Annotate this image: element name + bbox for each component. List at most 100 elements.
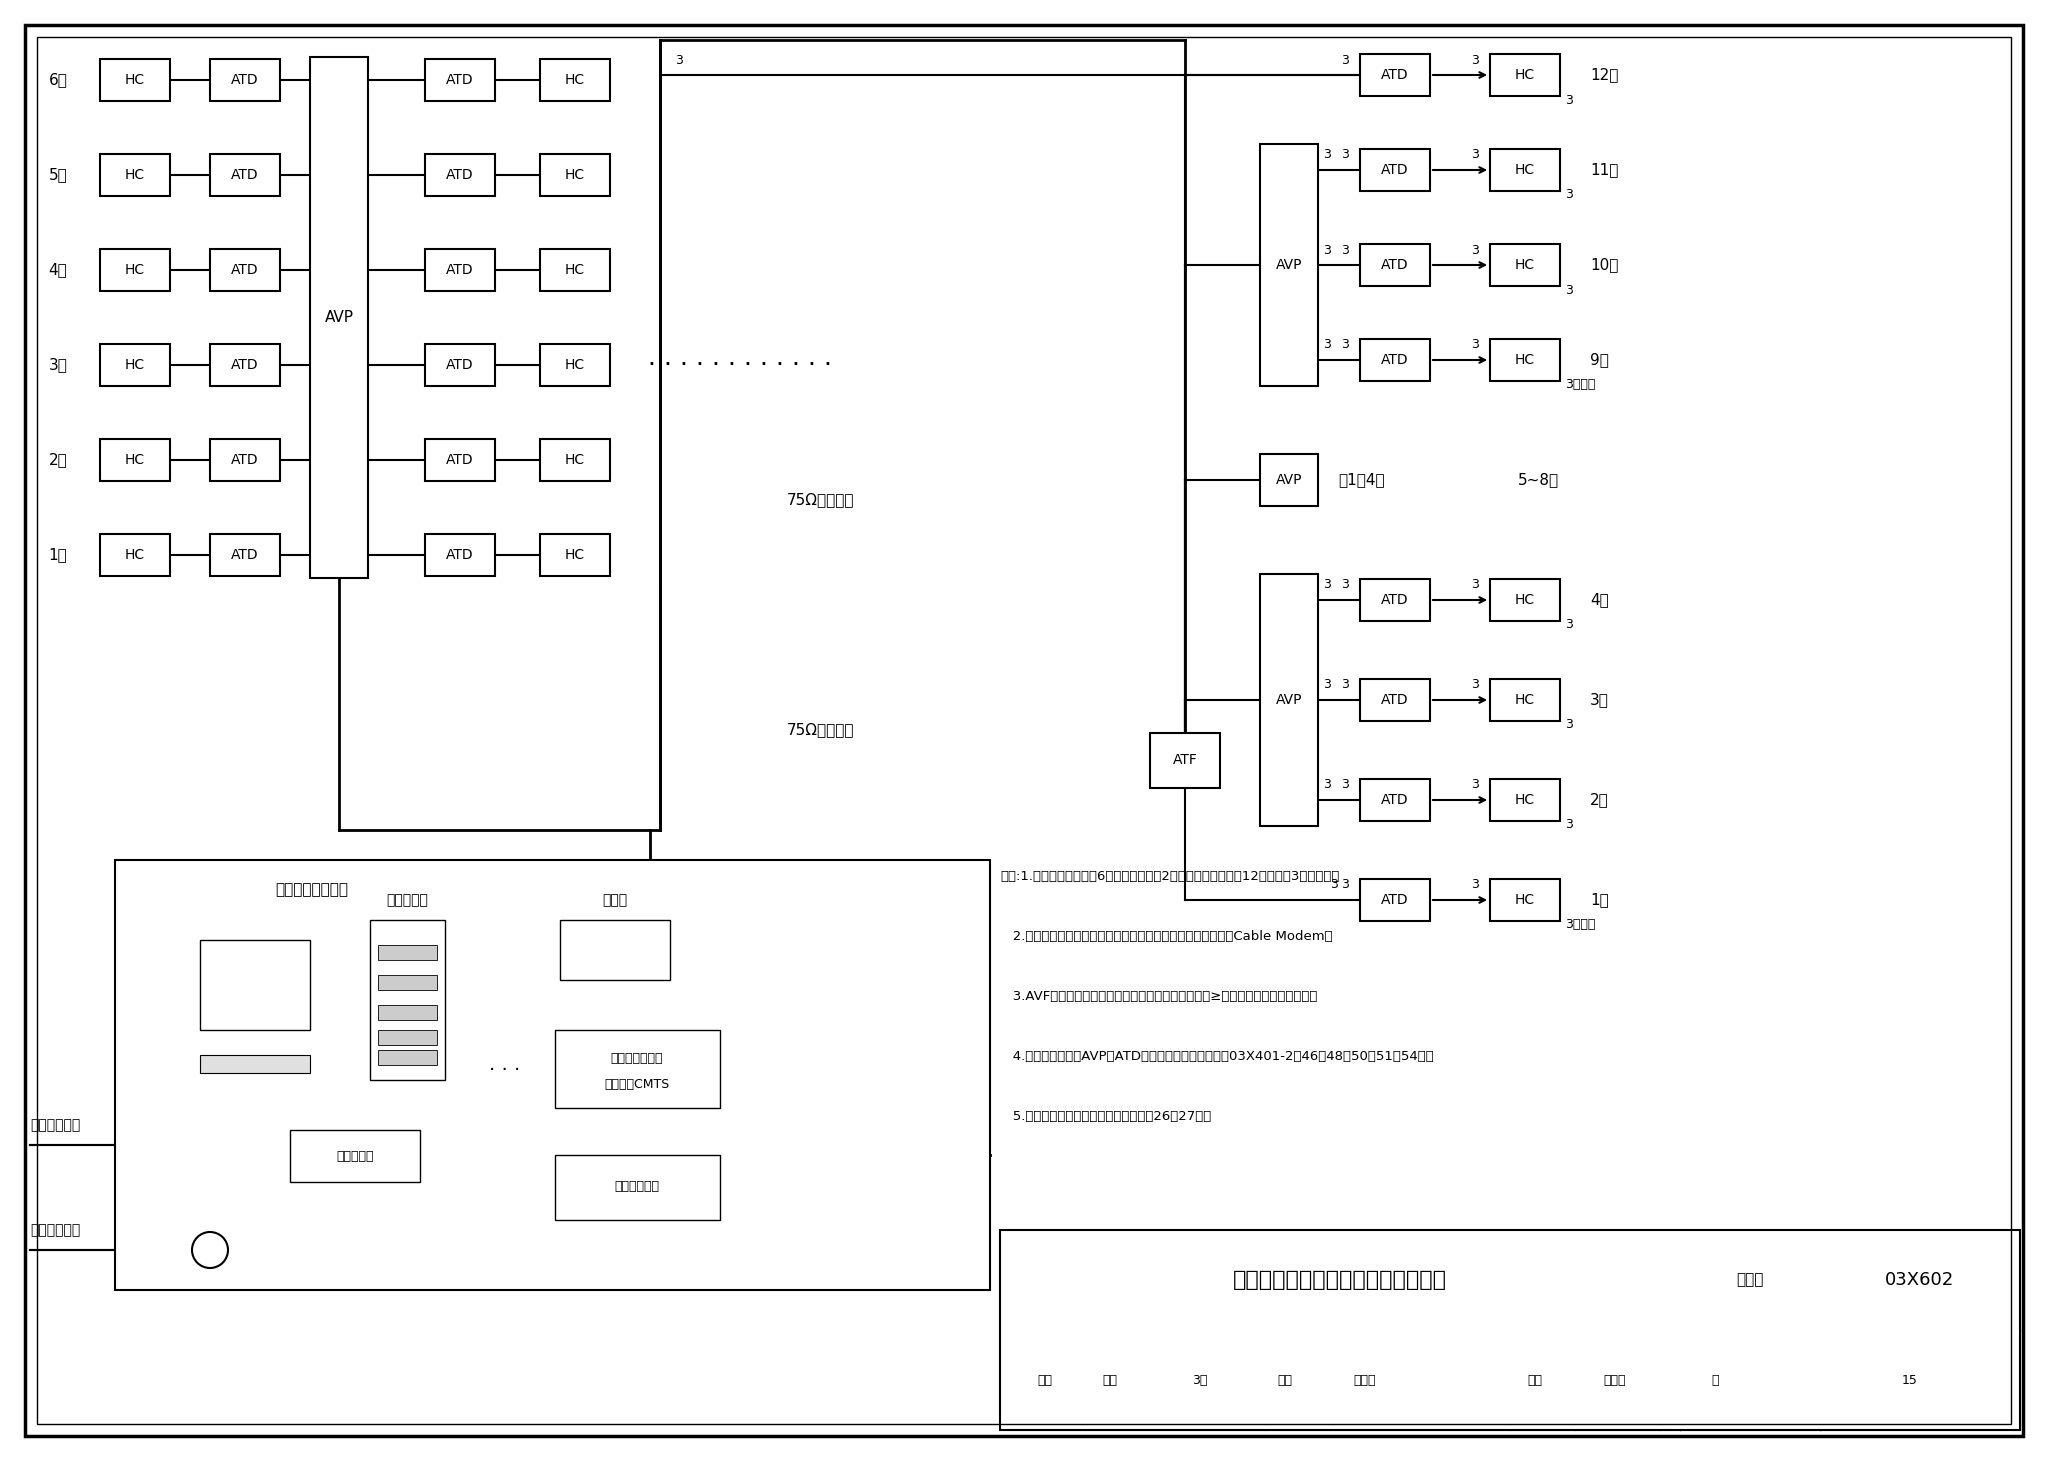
- Bar: [1360, 880, 1430, 920]
- Text: HC: HC: [565, 358, 586, 373]
- Text: 3层: 3层: [1589, 693, 1610, 707]
- Text: 电缆调制解调器: 电缆调制解调器: [610, 1052, 664, 1065]
- Text: 1层: 1层: [1589, 893, 1610, 907]
- Bar: [379, 1050, 436, 1065]
- Text: 9层: 9层: [1589, 352, 1610, 368]
- Bar: [211, 248, 281, 291]
- Text: ATD: ATD: [231, 358, 258, 373]
- Bar: [201, 939, 309, 1030]
- Text: 打印机: 打印机: [602, 893, 627, 907]
- Bar: [1360, 244, 1430, 286]
- Text: 3: 3: [1341, 54, 1350, 67]
- Text: AVP: AVP: [324, 310, 354, 324]
- Bar: [555, 1030, 721, 1107]
- Text: AVP: AVP: [1276, 259, 1303, 272]
- Text: 图集号: 图集号: [1737, 1273, 1763, 1287]
- Bar: [371, 920, 444, 1080]
- Text: 2.小区内有线电视网为双向传输网，家庭智能控制器内配置了Cable Modem。: 2.小区内有线电视网为双向传输网，家庭智能控制器内配置了Cable Modem。: [999, 931, 1333, 942]
- Text: 11层: 11层: [1589, 162, 1618, 177]
- Bar: [426, 153, 496, 196]
- Bar: [559, 920, 670, 980]
- Text: 03X602: 03X602: [1886, 1271, 1954, 1289]
- Text: 3: 3: [1470, 779, 1479, 792]
- Text: 3: 3: [1565, 283, 1573, 297]
- Text: 小区物业管理中心: 小区物业管理中心: [274, 882, 348, 897]
- Text: ATD: ATD: [231, 263, 258, 278]
- Text: 系统服务器: 系统服务器: [387, 893, 428, 907]
- Bar: [1360, 149, 1430, 191]
- Text: 采用双向有线电视网的家居控制系统: 采用双向有线电视网的家居控制系统: [1233, 1270, 1448, 1290]
- Text: HC: HC: [1516, 693, 1536, 707]
- Text: HC: HC: [125, 263, 145, 278]
- Bar: [1260, 145, 1319, 386]
- Bar: [426, 58, 496, 101]
- Text: ATD: ATD: [446, 358, 473, 373]
- Bar: [211, 153, 281, 196]
- Text: ATD: ATD: [1380, 793, 1409, 806]
- Text: HC: HC: [565, 168, 586, 183]
- Bar: [211, 58, 281, 101]
- Text: 6层: 6层: [49, 73, 68, 88]
- Text: HC: HC: [1516, 354, 1536, 367]
- Text: HC: HC: [1516, 164, 1536, 177]
- Bar: [379, 974, 436, 991]
- Bar: [211, 535, 281, 576]
- Bar: [1491, 880, 1561, 920]
- Text: 有线电视前端: 有线电视前端: [614, 1180, 659, 1194]
- Text: 3: 3: [1323, 339, 1331, 352]
- Bar: [555, 1156, 721, 1220]
- Bar: [121, 865, 985, 1286]
- Bar: [1360, 579, 1430, 621]
- Bar: [1151, 733, 1221, 787]
- Text: HC: HC: [565, 263, 586, 278]
- Text: 3: 3: [1341, 878, 1350, 891]
- Text: 3: 3: [1470, 149, 1479, 162]
- Text: HC: HC: [1516, 893, 1536, 907]
- Bar: [379, 945, 436, 960]
- Text: 3: 3: [1341, 779, 1350, 792]
- Bar: [1360, 54, 1430, 96]
- Bar: [1260, 454, 1319, 506]
- Text: ATD: ATD: [231, 168, 258, 183]
- Bar: [541, 535, 610, 576]
- Text: ATD: ATD: [446, 168, 473, 183]
- Bar: [1491, 149, 1561, 191]
- Text: 3（户）: 3（户）: [1565, 378, 1595, 392]
- Text: 3: 3: [1341, 579, 1350, 592]
- Text: 3（户）: 3（户）: [1565, 919, 1595, 932]
- Bar: [426, 535, 496, 576]
- Text: 4.图中分配网络、AVP、ATD箱参见《有线电视系统》03X401-2第46、48、50、51、54页。: 4.图中分配网络、AVP、ATD箱参见《有线电视系统》03X401-2第46、4…: [999, 1050, 1434, 1064]
- Text: 3.AVF箱内装终端分支器（或可寻址分支器）的路数≥所连接户内分配箱的数量。: 3.AVF箱内装终端分支器（或可寻址分支器）的路数≥所连接户内分配箱的数量。: [999, 991, 1317, 1004]
- Text: 3: 3: [1470, 678, 1479, 691]
- Bar: [541, 343, 610, 386]
- Bar: [1491, 779, 1561, 821]
- Bar: [100, 343, 170, 386]
- Bar: [379, 1030, 436, 1045]
- Text: 3: 3: [1565, 818, 1573, 831]
- Circle shape: [193, 1232, 227, 1268]
- Bar: [379, 1005, 436, 1020]
- Text: 3: 3: [1565, 618, 1573, 631]
- Text: 3: 3: [1323, 779, 1331, 792]
- Text: 3多: 3多: [1192, 1373, 1208, 1386]
- Text: 朱立彩: 朱立彩: [1604, 1373, 1626, 1386]
- Text: 3: 3: [1565, 719, 1573, 732]
- Text: AVP: AVP: [1276, 693, 1303, 707]
- Text: 15: 15: [1903, 1373, 1917, 1386]
- Text: 3: 3: [1341, 339, 1350, 352]
- Text: ATD: ATD: [1380, 893, 1409, 907]
- Text: 2层: 2层: [49, 453, 68, 468]
- Text: 3: 3: [1470, 878, 1479, 891]
- Text: HC: HC: [1516, 793, 1536, 806]
- Text: 3: 3: [1323, 579, 1331, 592]
- Bar: [211, 343, 281, 386]
- Bar: [115, 861, 989, 1290]
- Bar: [100, 248, 170, 291]
- Text: 调制解调器: 调制解调器: [336, 1150, 373, 1163]
- Text: ATD: ATD: [1380, 164, 1409, 177]
- Text: HC: HC: [565, 73, 586, 88]
- Text: 3: 3: [1470, 244, 1479, 257]
- Bar: [999, 1230, 2019, 1430]
- Text: 校对: 校对: [1278, 1373, 1292, 1386]
- Bar: [541, 153, 610, 196]
